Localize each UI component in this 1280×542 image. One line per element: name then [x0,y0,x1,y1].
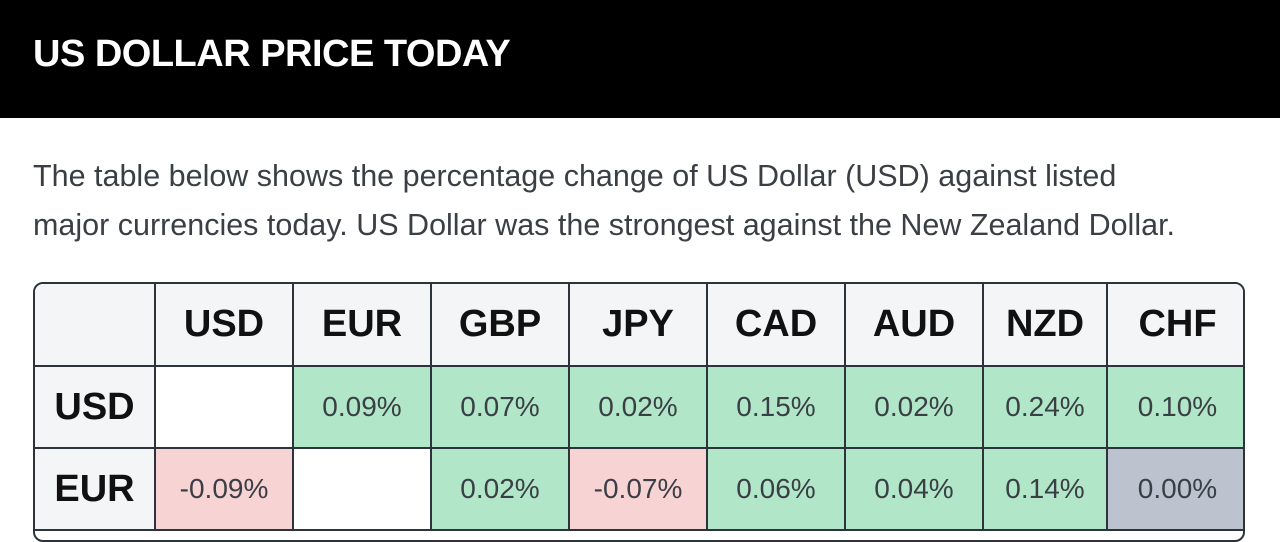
table-cell: 0.07% [430,365,570,449]
column-header: CAD [706,284,846,367]
table-row: EUR -0.09% 0.02% -0.07% 0.06% 0.04% 0.14… [35,447,1243,531]
column-header: JPY [568,284,708,367]
table-cell: 0.02% [568,365,708,449]
table-header-row: USD EUR GBP JPY CAD AUD NZD CHF [35,284,1243,367]
table-cell: 0.14% [982,447,1108,531]
table-cell: 0.15% [706,365,846,449]
table-cell: 0.10% [1106,365,1243,449]
column-header: GBP [430,284,570,367]
page-header: US DOLLAR PRICE TODAY [0,0,1280,118]
description-line: The table below shows the percentage cha… [33,159,1117,193]
table-cell [154,365,294,449]
currency-table: USD EUR GBP JPY CAD AUD NZD CHF USD 0.09… [35,284,1243,531]
table-cell: 0.24% [982,365,1108,449]
table-cell: 0.06% [706,447,846,531]
currency-heatmap-table: USD EUR GBP JPY CAD AUD NZD CHF USD 0.09… [33,282,1245,542]
table-cell: 0.09% [292,365,432,449]
row-header: EUR [35,447,156,531]
column-header: NZD [982,284,1108,367]
page-title: US DOLLAR PRICE TODAY [33,33,511,75]
corner-cell [35,284,156,367]
description-text: The table below shows the percentage cha… [33,152,1253,250]
column-header: CHF [1106,284,1243,367]
table-cell: 0.04% [844,447,984,531]
table-row: USD 0.09% 0.07% 0.02% 0.15% 0.02% 0.24% … [35,365,1243,449]
column-header: USD [154,284,294,367]
column-header: AUD [844,284,984,367]
table-cell: 0.02% [430,447,570,531]
table-cell: 0.02% [844,365,984,449]
table-cell: 0.00% [1106,447,1243,531]
row-header: USD [35,365,156,449]
description-line: major currencies today. US Dollar was th… [33,208,1176,242]
table-cell [292,447,432,531]
table-cell: -0.07% [568,447,708,531]
table-cell: -0.09% [154,447,294,531]
column-header: EUR [292,284,432,367]
